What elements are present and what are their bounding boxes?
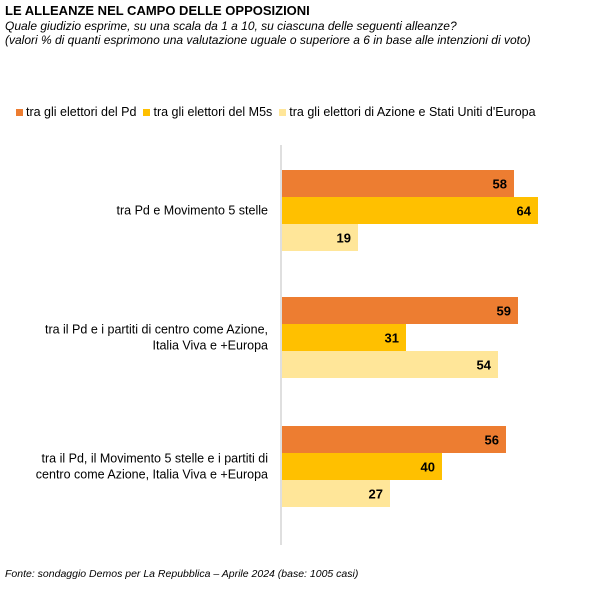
data-label-group-3-series-2: 40 <box>421 460 435 475</box>
legend-item-3: tra gli elettori di Azione e Stati Uniti… <box>279 105 536 119</box>
bar-group-3-series-1 <box>282 426 506 453</box>
data-label-group-2-series-1: 59 <box>497 304 511 319</box>
legend-item-1: tra gli elettori del Pd <box>16 105 136 119</box>
data-label-group-2-series-3: 54 <box>477 358 492 373</box>
bar-group-1-series-1 <box>282 170 514 197</box>
data-label-group-1-series-3: 19 <box>337 231 351 246</box>
legend-label-1: tra gli elettori del Pd <box>26 105 137 119</box>
category-label-3-line-1: tra il Pd, il Movimento 5 stelle e i par… <box>42 452 268 466</box>
bar-group-2-series-1 <box>282 297 518 324</box>
data-label-group-3-series-1: 56 <box>485 433 499 448</box>
bar-group-3-series-3 <box>282 480 390 507</box>
legend-item-2: tra gli elettori del M5s <box>143 105 272 119</box>
bar-group-1-series-3 <box>282 224 358 251</box>
data-label-group-1-series-2: 64 <box>517 204 532 219</box>
bar-group-1-series-2 <box>282 197 538 224</box>
legend-label-2: tra gli elettori del M5s <box>153 105 273 119</box>
legend-swatch-1 <box>16 108 23 116</box>
data-label-group-1-series-1: 58 <box>493 177 507 192</box>
bar-group-2-series-2 <box>282 324 406 351</box>
source-note: Fonte: sondaggio Demos per La Repubblica… <box>5 568 359 580</box>
data-label-group-2-series-2: 31 <box>385 331 399 346</box>
legend-label-3: tra gli elettori di Azione e Stati Uniti… <box>289 105 536 119</box>
legend-swatch-3 <box>279 108 287 116</box>
category-label-2-line-2: Italia Viva e +Europa <box>153 339 269 353</box>
values-note: (valori % di quanti esprimono una valuta… <box>5 33 531 47</box>
legend-swatch-2 <box>143 108 151 116</box>
category-label-2-line-1: tra il Pd e i partiti di centro come Azi… <box>45 323 268 337</box>
legend: tra gli elettori del Pd tra gli elettori … <box>16 105 543 119</box>
data-label-group-3-series-3: 27 <box>369 487 383 502</box>
category-label-3-line-2: centro come Azione, Italia Viva e +Europ… <box>36 468 268 482</box>
chart-subtitle: Quale giudizio esprime, su una scala da … <box>5 19 565 47</box>
chart-title: LE ALLEANZE NEL CAMPO DELLE OPPOSIZIONI <box>5 3 310 18</box>
question-text: Quale giudizio esprime, su una scala da … <box>5 19 457 33</box>
bar-group-2-series-3 <box>282 351 498 378</box>
bar-group-3-series-2 <box>282 453 442 480</box>
category-label-1-line-1: tra Pd e Movimento 5 stelle <box>117 204 269 218</box>
